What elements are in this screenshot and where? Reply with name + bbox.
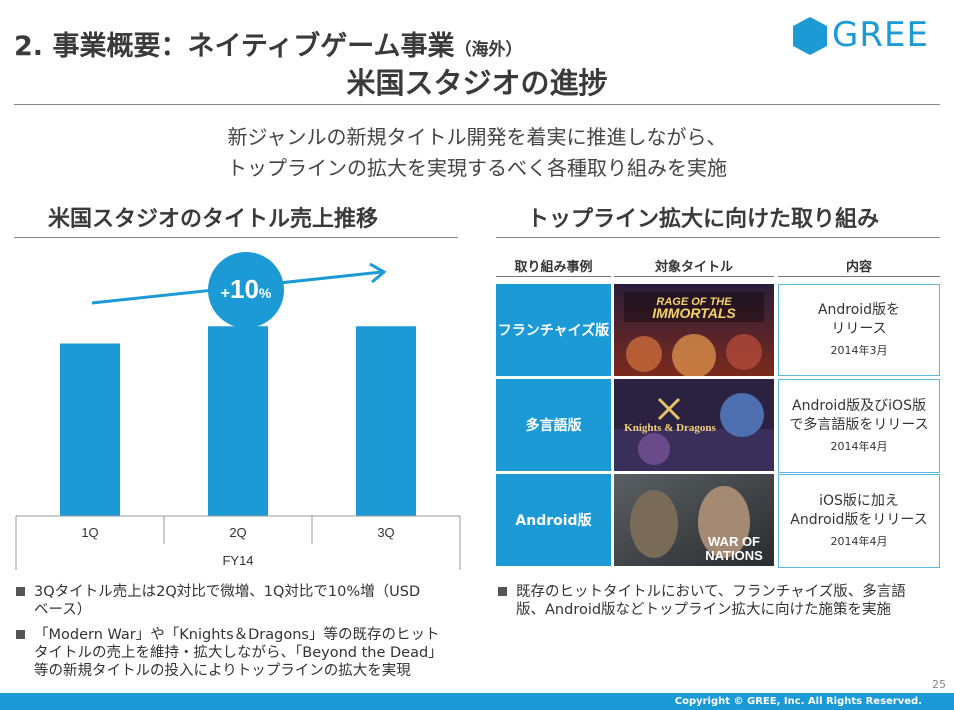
content-line-2: Android版をリリース bbox=[790, 511, 928, 528]
svg-text:RAGE OF THE: RAGE OF THE bbox=[656, 296, 732, 308]
footer-bar bbox=[0, 693, 954, 710]
bullet-square-icon bbox=[16, 587, 25, 596]
page-number: 25 bbox=[932, 678, 946, 691]
growth-arrow-head-icon bbox=[369, 262, 387, 284]
content-line-1: Android版を bbox=[817, 301, 901, 318]
left-bullet-1-line-1: 3Qタイトル売上は2Q対比で微増、1Q対比で10%増（USD bbox=[34, 584, 421, 600]
content-cell-multilingual: Android版及びiOS版 で多言語版をリリース 2014年4月 bbox=[778, 379, 940, 473]
left-bullet-2: 「Modern War」や「Knights＆Dragons」等の既存のヒット タ… bbox=[16, 626, 466, 682]
bar-3Q bbox=[356, 326, 416, 516]
left-section-title: 米国スタジオのタイトル売上推移 bbox=[48, 207, 379, 232]
gree-logo-text: GREE bbox=[832, 15, 929, 55]
column-underline-2 bbox=[614, 276, 774, 277]
svg-text:IMMORTALS: IMMORTALS bbox=[652, 305, 736, 321]
x-axis-group-label: FY14 bbox=[222, 553, 253, 568]
intro-line-1: 新ジャンルの新規タイトル開発を着実に推進しながら、 bbox=[227, 125, 727, 149]
left-bullet-1: 3Qタイトル売上は2Q対比で微増、1Q対比で10%増（USD ベース） bbox=[16, 583, 466, 619]
title-image-knights-and-dragons: Knights & Dragons bbox=[614, 379, 774, 471]
growth-badge-text: +10% bbox=[221, 274, 272, 304]
title-image-rage-of-the-immortals: RAGE OF THE IMMORTALS bbox=[614, 284, 774, 376]
right-section-title: トップライン拡大に向けた取り組み bbox=[527, 207, 880, 232]
column-header-title: 対象タイトル bbox=[654, 260, 733, 275]
initiative-franchise: フランチャイズ版 bbox=[496, 284, 611, 376]
bar-2Q bbox=[208, 326, 268, 516]
column-header-content: 内容 bbox=[845, 260, 872, 275]
content-date: 2014年3月 bbox=[830, 343, 888, 357]
x-tick-label-1Q: 1Q bbox=[81, 525, 98, 540]
title-image-war-of-nations: WAR OF NATIONS bbox=[614, 474, 774, 566]
page-title-suffix: （海外） bbox=[454, 40, 523, 60]
growth-badge bbox=[208, 252, 284, 328]
content-cell-android: iOS版に加え Android版をリリース 2014年4月 bbox=[778, 474, 940, 568]
bullet-square-icon bbox=[498, 587, 507, 596]
left-bullet-2-line-3: 等の新規タイトルの投入によりトップラインの拡大を実現 bbox=[34, 663, 411, 679]
right-bullet-line-2: 版、Android版などトップライン拡大に向けた施策を実施 bbox=[516, 602, 892, 618]
left-bullet-2-line-1: 「Modern War」や「Knights＆Dragons」等の既存のヒット bbox=[34, 627, 440, 643]
right-bullet: 既存のヒットタイトルにおいて、フランチャイズ版、多言語 版、Android版など… bbox=[498, 583, 944, 619]
header-divider bbox=[14, 104, 940, 105]
right-section-divider bbox=[496, 237, 940, 238]
content-line-2: リリース bbox=[831, 320, 887, 337]
content-line-1: Android版及びiOS版 bbox=[792, 397, 926, 414]
revenue-chart: +10% 1Q 2Q 3Q FY14 bbox=[15, 252, 461, 570]
column-underline-1 bbox=[496, 276, 611, 277]
svg-text:NATIONS: NATIONS bbox=[705, 548, 763, 563]
x-tick-label-3Q: 3Q bbox=[377, 525, 394, 540]
column-underline-3 bbox=[778, 276, 940, 277]
copyright-text: Copyright © GREE, Inc. All Rights Reserv… bbox=[674, 696, 922, 707]
left-section-divider bbox=[14, 237, 458, 238]
initiative-android: Android版 bbox=[496, 474, 611, 566]
content-line-2: で多言語版をリリース bbox=[789, 416, 929, 433]
left-bullet-1-line-2: ベース） bbox=[34, 602, 92, 618]
intro-line-2: トップラインの拡大を実現するべく各種取り組みを実施 bbox=[227, 156, 727, 180]
content-date: 2014年4月 bbox=[830, 439, 888, 453]
slide-subtitle: 米国スタジオの進捗 bbox=[346, 66, 608, 100]
svg-text:WAR OF: WAR OF bbox=[708, 534, 760, 549]
right-bullet-line-1: 既存のヒットタイトルにおいて、フランチャイズ版、多言語 bbox=[516, 584, 906, 600]
content-cell-franchise: Android版を リリース 2014年3月 bbox=[778, 284, 940, 376]
content-line-1: iOS版に加え bbox=[819, 492, 899, 509]
page-title-main: 2. 事業概要：ネイティブゲーム事業 bbox=[14, 31, 455, 62]
svg-text:Knights & Dragons: Knights & Dragons bbox=[624, 422, 716, 434]
page-title: 2. 事業概要：ネイティブゲーム事業（海外） bbox=[14, 24, 522, 63]
initiative-multilingual: 多言語版 bbox=[496, 379, 611, 471]
column-header-initiative: 取り組み事例 bbox=[514, 260, 593, 275]
gree-logo-icon bbox=[793, 17, 827, 55]
x-tick-label-2Q: 2Q bbox=[229, 525, 246, 540]
left-bullet-2-line-2: タイトルの売上を維持・拡大しながら、「Beyond the Dead」 bbox=[34, 645, 443, 661]
bar-1Q bbox=[60, 343, 120, 516]
bullet-square-icon bbox=[16, 630, 25, 639]
content-date: 2014年4月 bbox=[830, 534, 888, 548]
